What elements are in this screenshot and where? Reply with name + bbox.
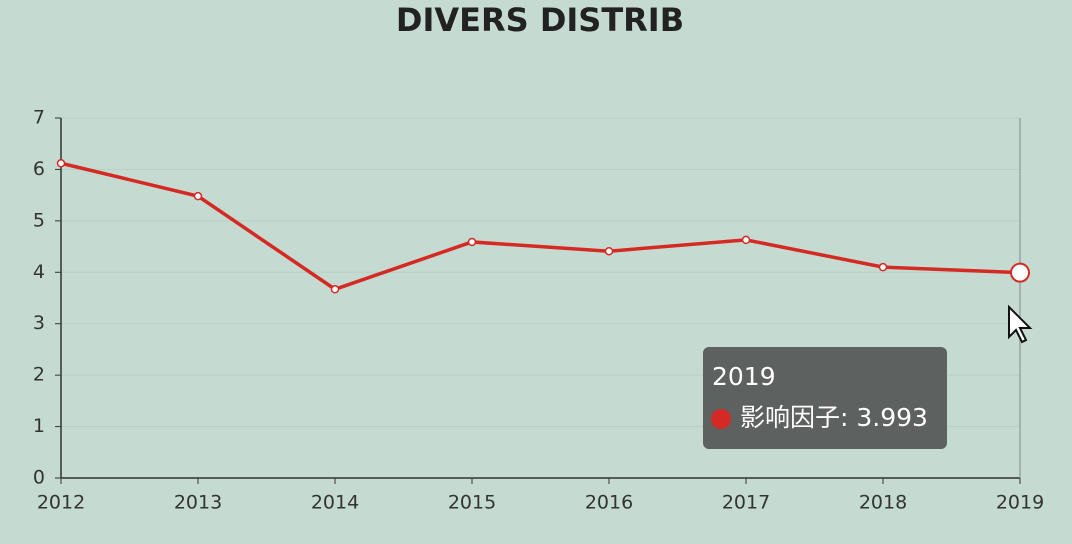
mouse-cursor (1008, 304, 1033, 344)
x-tick-label: 2015 (448, 492, 496, 514)
x-tick-label: 2014 (311, 492, 359, 514)
data-point (193, 191, 203, 201)
data-point (604, 246, 614, 256)
data-point (467, 237, 477, 247)
plot-area: 0 1 2 3 4 5 6 7 2012 2013 2014 2015 2016 2017 2018 2019 (33, 107, 1044, 514)
y-tick-label: 3 (33, 312, 45, 334)
y-tick-label: 4 (33, 261, 45, 283)
y-tick-label: 5 (33, 209, 45, 231)
chart-title: DIVERS DISTRIB (396, 1, 684, 39)
data-point (330, 285, 340, 294)
y-tick-label: 0 (33, 467, 45, 489)
series-line (60, 161, 1021, 292)
x-tick-label: 2018 (859, 492, 907, 514)
tooltip-text: 影响因子: 3.993 (740, 403, 928, 432)
tooltip-title: 2019 (712, 362, 776, 391)
y-tick-label: 7 (33, 107, 45, 129)
x-tick-label: 2013 (174, 492, 222, 514)
y-tick-label: 2 (33, 364, 45, 386)
tooltip-marker (711, 409, 731, 429)
data-point (1010, 262, 1030, 283)
tooltip-box (703, 347, 947, 449)
x-tick-label: 2017 (722, 492, 770, 514)
data-point (878, 262, 888, 272)
y-tick-label: 1 (33, 415, 45, 437)
data-point (56, 159, 66, 168)
x-tick-label: 2012 (37, 492, 85, 514)
x-tick-label: 2019 (996, 492, 1044, 514)
y-tick-label: 6 (33, 158, 45, 180)
data-point (741, 235, 751, 245)
x-tick-label: 2016 (585, 492, 633, 514)
tooltip: 2019 影响因子: 3.993 (703, 347, 947, 449)
